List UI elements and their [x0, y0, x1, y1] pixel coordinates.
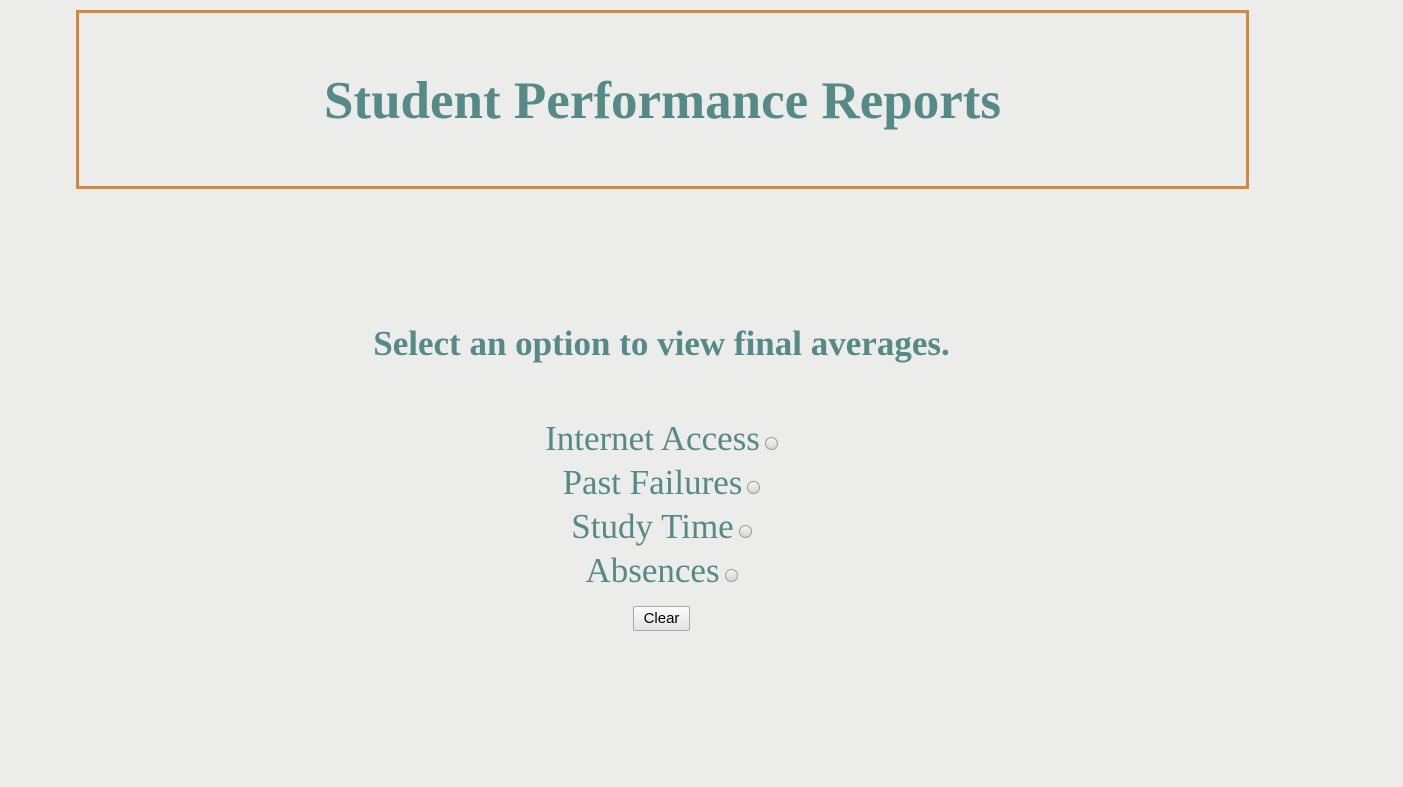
- clear-button[interactable]: Clear: [633, 606, 690, 631]
- option-label-absences: Absences: [585, 550, 720, 590]
- option-label-study-time: Study Time: [571, 506, 734, 546]
- option-absences: Absences: [0, 548, 1323, 592]
- option-internet-access: Internet Access: [0, 416, 1323, 460]
- option-label-internet-access: Internet Access: [545, 418, 760, 458]
- radio-study-time[interactable]: [738, 524, 752, 538]
- option-list: Internet Access Past Failures Study Time…: [0, 416, 1323, 592]
- option-label-past-failures: Past Failures: [562, 462, 743, 502]
- instruction-text: Select an option to view final averages.: [373, 324, 950, 363]
- radio-absences[interactable]: [724, 568, 738, 582]
- option-study-time: Study Time: [0, 504, 1323, 548]
- option-past-failures: Past Failures: [0, 460, 1323, 504]
- title-banner: Student Performance Reports: [76, 10, 1249, 189]
- page-title: Student Performance Reports: [323, 72, 1002, 130]
- radio-past-failures[interactable]: [747, 480, 761, 494]
- radio-internet-access[interactable]: [764, 436, 778, 450]
